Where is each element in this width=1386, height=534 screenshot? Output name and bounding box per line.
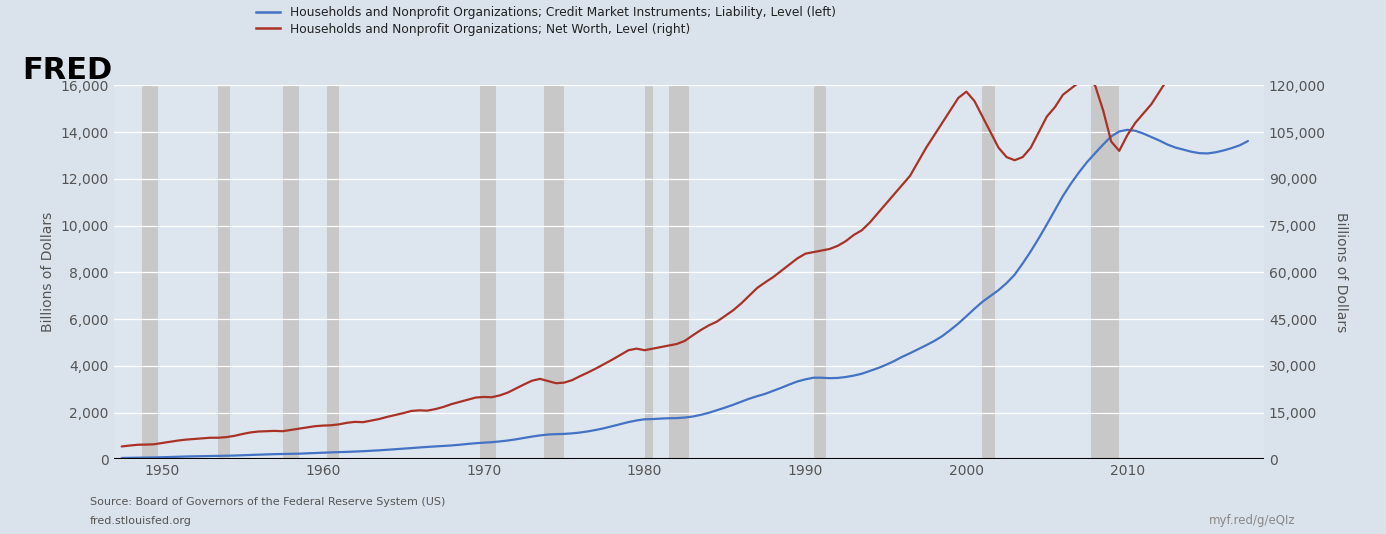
Bar [1091, 85, 1120, 459]
Bar [814, 85, 826, 459]
Bar [983, 85, 995, 459]
Bar [141, 85, 158, 459]
Bar [480, 85, 496, 459]
Y-axis label: Billions of Dollars: Billions of Dollars [1335, 212, 1349, 333]
Text: fred.stlouisfed.org: fred.stlouisfed.org [90, 516, 193, 527]
Text: myf.red/g/eQIz: myf.red/g/eQIz [1209, 514, 1296, 528]
Legend: Households and Nonprofit Organizations; Credit Market Instruments; Liability, Le: Households and Nonprofit Organizations; … [255, 6, 836, 36]
Text: Source: Board of Governors of the Federal Reserve System (US): Source: Board of Governors of the Federa… [90, 497, 445, 507]
Bar [644, 85, 653, 459]
Bar [668, 85, 689, 459]
Bar [283, 85, 298, 459]
Y-axis label: Billions of Dollars: Billions of Dollars [40, 212, 55, 333]
Bar [218, 85, 230, 459]
Bar [545, 85, 564, 459]
Text: FRED: FRED [22, 56, 112, 85]
Bar [327, 85, 340, 459]
